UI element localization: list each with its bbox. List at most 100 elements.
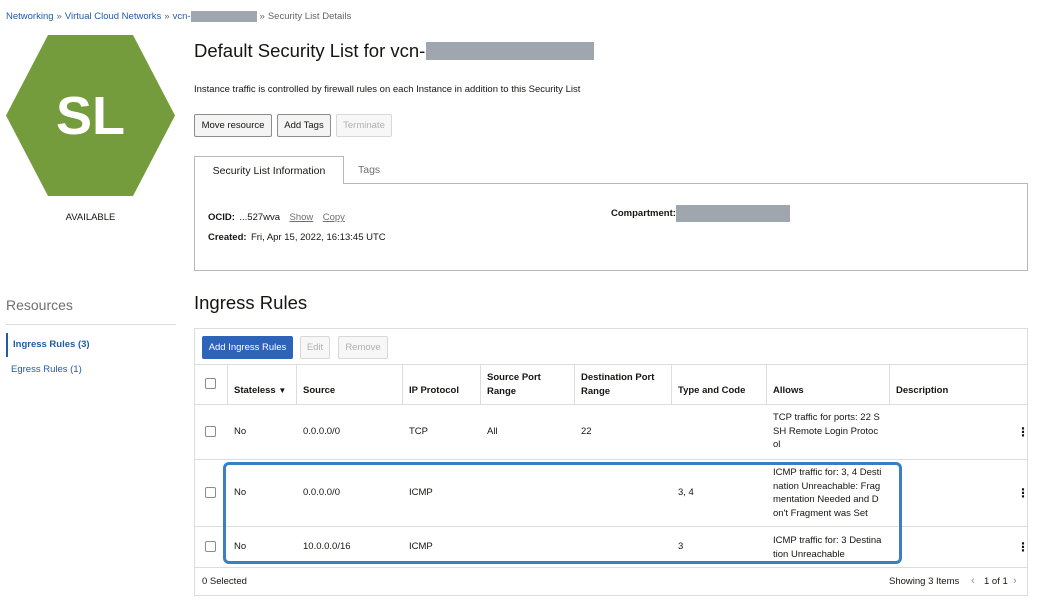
- cell-ip-protocol: ICMP: [409, 487, 433, 498]
- column-header-destination-port-range: Destination Port Range: [581, 371, 654, 398]
- ingress-rules-heading: Ingress Rules: [194, 292, 308, 313]
- cell-stateless: No: [234, 541, 247, 552]
- resources-heading: Resources: [6, 297, 73, 313]
- tab-security-list-information[interactable]: Security List Information: [194, 156, 344, 184]
- ocid-copy-link[interactable]: Copy: [322, 212, 345, 223]
- selected-count: 0 Selected: [202, 576, 247, 587]
- divider: [6, 324, 176, 325]
- redacted-vcn-name: [190, 11, 257, 22]
- column-header-allows: Allows: [773, 385, 804, 396]
- row-checkbox[interactable]: [205, 541, 216, 552]
- divider: [402, 364, 403, 404]
- divider: [574, 364, 575, 404]
- remove-button[interactable]: Remove: [338, 336, 388, 359]
- column-header-description: Description: [896, 385, 949, 396]
- row-actions-kebab-icon[interactable]: ⋮: [1017, 425, 1029, 439]
- sort-down-icon: ▼: [278, 386, 287, 395]
- allows-line: nation Unreachable: Frag: [773, 480, 881, 492]
- redacted-vcn-name: [426, 42, 595, 60]
- compartment-label: Compartment:: [611, 208, 676, 219]
- tab-tags[interactable]: Tags: [358, 164, 381, 176]
- column-header-stateless[interactable]: Stateless ▼: [234, 385, 286, 396]
- allows-line: TCP traffic for ports: 22 S: [773, 412, 880, 423]
- cell-type-and-code: 3: [678, 541, 684, 552]
- cell-allows: ICMP traffic for: 3 Destina tion Unreach…: [773, 534, 881, 561]
- divider: [296, 364, 297, 404]
- terminate-button[interactable]: Terminate: [336, 114, 392, 137]
- column-header-ip-protocol: IP Protocol: [409, 385, 459, 396]
- breadcrumb-vcns[interactable]: Virtual Cloud Networks: [64, 11, 162, 22]
- move-resource-button[interactable]: Move resource: [194, 114, 272, 137]
- cell-destination-port: 22: [581, 426, 592, 437]
- divider: [766, 364, 767, 404]
- next-page-icon[interactable]: ›: [1013, 575, 1017, 587]
- cell-source: 10.0.0.0/16: [303, 541, 351, 552]
- cell-ip-protocol: ICMP: [409, 541, 433, 552]
- allows-line: ol: [773, 439, 781, 450]
- cell-allows: ICMP traffic for: 3, 4 Desti nation Unre…: [773, 466, 881, 520]
- breadcrumb-separator: »: [259, 11, 265, 22]
- divider: [195, 567, 1027, 568]
- allows-line: SH Remote Login Protoc: [773, 425, 879, 437]
- compartment-row: Compartment:: [611, 205, 790, 222]
- select-all-checkbox[interactable]: [205, 378, 216, 389]
- page-title: Default Security List for vcn-: [194, 40, 595, 62]
- breadcrumb: Networking » Virtual Cloud Networks » vc…: [6, 11, 351, 22]
- allows-line: mentation Needed and D: [773, 494, 879, 505]
- cell-ip-protocol: TCP: [409, 426, 428, 437]
- created-value: Fri, Apr 15, 2022, 16:13:45 UTC: [251, 232, 386, 243]
- breadcrumb-networking[interactable]: Networking: [6, 11, 54, 22]
- breadcrumb-separator: »: [164, 11, 170, 22]
- breadcrumb-vcn[interactable]: vcn-: [172, 11, 191, 22]
- cell-source: 0.0.0.0/0: [303, 487, 340, 498]
- redacted-compartment: [675, 205, 790, 222]
- column-header-dest-port-line1: Destination Port: [581, 372, 655, 383]
- cell-source-port: All: [487, 426, 498, 437]
- column-header-source-port-line1: Source Port: [487, 372, 541, 383]
- divider: [480, 364, 481, 404]
- divider: [671, 364, 672, 404]
- column-header-stateless-label: Stateless: [234, 385, 276, 396]
- breadcrumb-current: Security List Details: [267, 11, 352, 22]
- row-actions-kebab-icon[interactable]: ⋮: [1017, 486, 1029, 500]
- row-checkbox[interactable]: [205, 426, 216, 437]
- divider: [195, 526, 1027, 527]
- showing-count: Showing 3 Items: [889, 576, 960, 587]
- sidebar-item-ingress-rules[interactable]: Ingress Rules (3): [6, 333, 176, 357]
- cell-type-and-code: 3, 4: [678, 487, 694, 498]
- page-title-text: Default Security List for vcn-: [194, 40, 426, 61]
- edit-button[interactable]: Edit: [300, 336, 330, 359]
- divider: [195, 459, 1027, 460]
- column-header-source-port-line2: Range: [487, 385, 517, 397]
- row-actions-kebab-icon[interactable]: ⋮: [1017, 540, 1029, 554]
- lifecycle-status: AVAILABLE: [65, 212, 116, 223]
- allows-line: ICMP traffic for: 3 Destina: [773, 535, 882, 546]
- row-checkbox[interactable]: [205, 487, 216, 498]
- add-tags-button[interactable]: Add Tags: [277, 114, 331, 137]
- ocid-show-link[interactable]: Show: [289, 212, 314, 223]
- created-row: Created: Fri, Apr 15, 2022, 16:13:45 UTC: [208, 227, 386, 245]
- column-header-dest-port-line2: Range: [581, 385, 611, 397]
- column-header-source: Source: [303, 385, 336, 396]
- cell-stateless: No: [234, 487, 247, 498]
- allows-line: ICMP traffic for: 3, 4 Desti: [773, 467, 882, 478]
- ocid-value: ...527wva: [239, 212, 281, 223]
- allows-line: on't Fragment was Set: [773, 507, 868, 519]
- security-list-hexagon-icon: SL: [6, 35, 175, 196]
- cell-source: 0.0.0.0/0: [303, 426, 340, 437]
- column-header-source-port-range: Source Port Range: [487, 371, 541, 398]
- prev-page-icon[interactable]: ‹: [971, 575, 975, 587]
- ocid-label: OCID:: [208, 212, 235, 223]
- add-ingress-rules-button[interactable]: Add Ingress Rules: [202, 336, 293, 359]
- allows-line: tion Unreachable: [773, 548, 845, 560]
- divider: [227, 364, 228, 404]
- hexagon-initials: SL: [56, 86, 125, 146]
- divider: [889, 364, 890, 404]
- column-header-type-and-code: Type and Code: [678, 385, 746, 396]
- page-indicator: 1 of 1: [984, 576, 1008, 587]
- cell-allows: TCP traffic for ports: 22 S SH Remote Lo…: [773, 411, 880, 452]
- divider: [195, 364, 1027, 365]
- ingress-rules-table: Add Ingress Rules Edit Remove Stateless …: [194, 328, 1029, 596]
- sidebar-item-egress-rules[interactable]: Egress Rules (1): [11, 364, 82, 375]
- info-panel: OCID: ...527wva Show Copy Created: Fri, …: [194, 183, 1028, 271]
